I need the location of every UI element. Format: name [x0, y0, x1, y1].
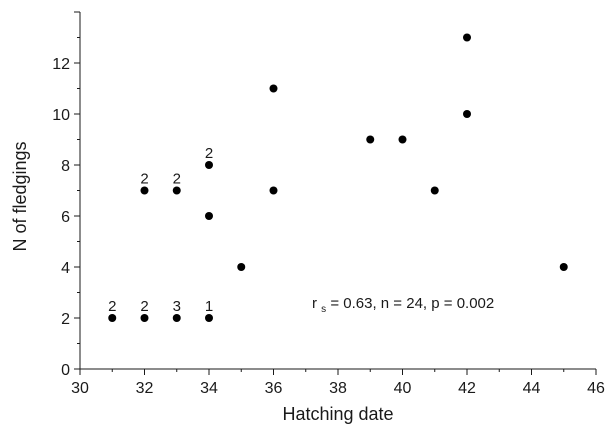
- x-axis-ticks: 30 32 34 36 38 40 42 44 46: [71, 369, 605, 397]
- y-tick-label: 4: [61, 260, 70, 277]
- data-point: [140, 186, 149, 195]
- y-tick-label: 0: [61, 362, 70, 379]
- data-point: [430, 186, 439, 195]
- stat-r-symbol: r: [312, 295, 317, 312]
- data-point: [140, 314, 149, 322]
- point-count-label: 3: [173, 298, 181, 315]
- y-axis-ticks: 0 2 4 6 8 10 12: [52, 11, 80, 379]
- y-axis-title: N of fledgings: [10, 141, 30, 251]
- x-tick-label: 38: [329, 380, 347, 397]
- data-point: [237, 263, 246, 271]
- data-point: [205, 212, 213, 220]
- data-point: [463, 110, 471, 118]
- x-tick-label: 44: [523, 380, 541, 397]
- data-point: [559, 263, 568, 271]
- data-point: [108, 314, 117, 322]
- data-point: [398, 135, 407, 144]
- point-count-label: 1: [205, 298, 213, 315]
- data-point: [172, 314, 181, 322]
- data-point: [366, 135, 375, 144]
- data-point: [205, 314, 213, 322]
- point-count-label: 2: [108, 298, 116, 315]
- x-tick-label: 46: [587, 380, 605, 397]
- y-tick-label: 8: [61, 158, 70, 175]
- point-count-label: 2: [140, 298, 148, 315]
- data-point: [172, 186, 181, 195]
- point-count-labels: 2 2 3 1 2 2 2: [108, 145, 213, 315]
- data-point: [269, 186, 278, 195]
- x-tick-label: 34: [200, 380, 218, 397]
- point-count-label: 2: [173, 171, 181, 188]
- y-tick-label: 2: [61, 311, 70, 328]
- x-tick-label: 30: [71, 380, 89, 397]
- y-tick-label: 6: [61, 209, 70, 226]
- x-tick-label: 40: [394, 380, 412, 397]
- x-axis-title: Hatching date: [282, 404, 393, 424]
- x-tick-label: 32: [136, 380, 154, 397]
- stat-values: = 0.63, n = 24, p = 0.002: [330, 295, 494, 312]
- data-point: [205, 161, 213, 169]
- x-tick-label: 42: [458, 380, 476, 397]
- point-count-label: 2: [140, 171, 148, 188]
- data-point: [269, 84, 278, 93]
- point-count-label: 2: [205, 145, 213, 162]
- stat-r-subscript: s: [321, 304, 326, 315]
- correlation-annotation: r s = 0.63, n = 24, p = 0.002: [312, 295, 494, 316]
- y-tick-label: 12: [52, 56, 70, 73]
- y-tick-label: 10: [52, 107, 70, 124]
- data-points: [108, 33, 568, 322]
- data-point: [463, 33, 471, 42]
- x-tick-label: 36: [265, 380, 283, 397]
